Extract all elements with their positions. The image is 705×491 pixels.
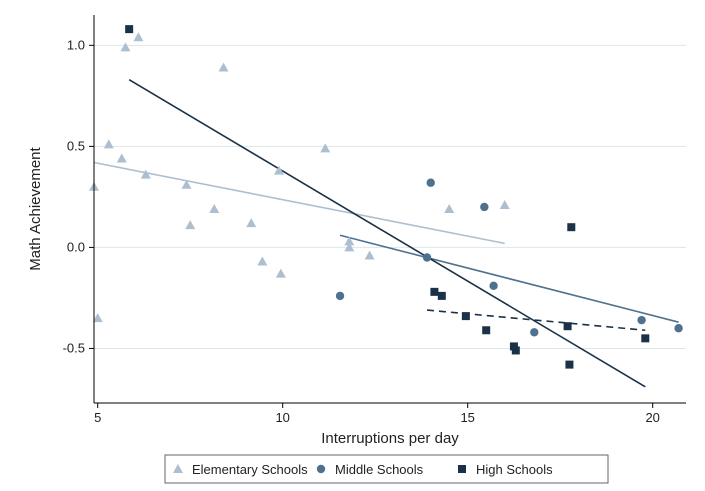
high-schools-point-5 — [509, 342, 518, 351]
legend: Elementary Schools Middle Schools High Sch… — [164, 454, 609, 484]
elementary-schools-point-2 — [103, 139, 114, 149]
grid-lines — [94, 44, 686, 349]
x-tick-label-1: 10 — [275, 410, 289, 425]
elementary-schools-point-3 — [116, 153, 127, 163]
elementary-schools-point-19 — [444, 204, 455, 213]
elementary-schools-point-18 — [364, 250, 375, 260]
middle-schools-point-7 — [674, 324, 683, 333]
elementary-schools-point-9 — [209, 204, 220, 213]
elementary-schools-point-17 — [344, 242, 355, 252]
high-schools-point-8 — [567, 223, 576, 232]
high-schools-point-2 — [437, 291, 446, 300]
elementary-schools-point-10 — [218, 62, 229, 72]
legend-marker-middle-schools — [316, 464, 326, 474]
x-tick-label-0: 5 — [94, 410, 101, 425]
y-tick-label-3: -0.5 — [63, 340, 85, 355]
legend-marker-high-schools — [458, 465, 466, 473]
middle-schools-point-1 — [422, 253, 432, 262]
middle-schools-point-4 — [489, 281, 498, 290]
x-axis-title: Interruptions per day — [321, 430, 459, 447]
elementary-schools-point-4 — [120, 42, 131, 52]
elementary-schools-point-1 — [92, 313, 103, 323]
high-schools-point-3 — [461, 312, 470, 321]
high-schools-point-7 — [563, 322, 572, 331]
legend-marker-elementary-schools — [173, 464, 183, 473]
x-tick-label-2: 15 — [460, 410, 474, 425]
elementary-schools-point-16 — [344, 236, 355, 246]
x-tick-label-3: 20 — [645, 410, 659, 425]
high-schools-point-10 — [641, 334, 650, 343]
elementary-schools-point-12 — [257, 256, 268, 266]
legend-label-middle-schools: Middle Schools — [335, 462, 424, 477]
elementary-schools-point-20 — [499, 199, 510, 209]
legend-label-high-schools: High Schools — [476, 462, 553, 477]
middle-schools-point-0 — [335, 291, 345, 301]
middle-schools-point-2 — [426, 178, 435, 187]
elementary-schools-point-7 — [181, 179, 192, 189]
tick-labels: 5 10 15 20 1.0 0.5 0.0 -0.5 — [63, 37, 660, 425]
y-axis-title: Math Achievement — [27, 146, 44, 270]
middle-schools-point-5 — [530, 328, 539, 337]
elementary-schools-point-13 — [274, 165, 284, 175]
high-schools-point-6 — [511, 346, 520, 355]
elementary-schools-point-8 — [185, 220, 196, 230]
elementary-schools-point-5 — [133, 32, 144, 42]
elementary-schools-fit-line — [93, 161, 505, 245]
high-schools-point-4 — [482, 326, 491, 335]
high-schools-fit-line — [128, 78, 646, 388]
data-points — [89, 25, 683, 369]
elementary-schools-point-6 — [140, 169, 151, 179]
middle-schools-point-6 — [637, 315, 646, 325]
high-schools-fit-line-dashed — [426, 309, 646, 332]
y-tick-label-2: 0.0 — [67, 239, 85, 254]
middle-schools-fit-line — [339, 234, 679, 323]
high-schools-point-0 — [125, 25, 134, 34]
high-schools-point-1 — [430, 287, 439, 296]
high-schools-point-9 — [565, 360, 574, 369]
axes — [93, 15, 686, 404]
middle-schools-point-3 — [480, 202, 489, 212]
legend-box — [164, 454, 609, 484]
fit-lines — [93, 78, 679, 388]
elementary-schools-point-14 — [275, 268, 286, 278]
legend-label-elementary-schools: Elementary Schools — [192, 462, 308, 477]
elementary-schools-point-11 — [246, 218, 257, 228]
y-tick-label-1: 0.5 — [67, 138, 85, 153]
y-tick-label-0: 1.0 — [67, 37, 85, 52]
elementary-schools-point-15 — [320, 143, 331, 153]
